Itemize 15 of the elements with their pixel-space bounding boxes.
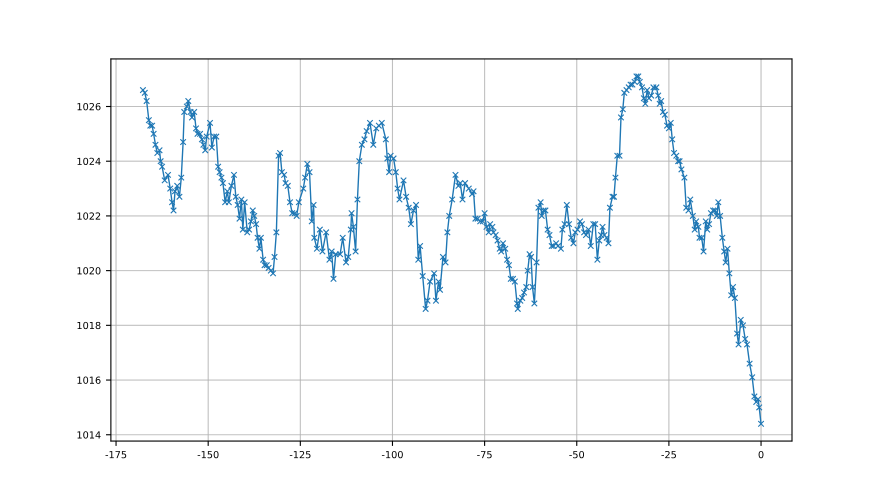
- x-tick-label: -75: [477, 451, 492, 458]
- x-tick-label: -50: [569, 450, 584, 458]
- x-tick-label: -150: [198, 450, 219, 458]
- y-tick-label: 1014: [77, 431, 101, 439]
- x-tick-label: -125: [290, 450, 311, 458]
- y-tick-label: 1020: [77, 267, 101, 274]
- y-tick-label: 1022: [77, 212, 100, 220]
- y-tick-label: 1024: [77, 158, 101, 166]
- y-tick-label: 1018: [77, 322, 100, 330]
- x-tick-label: -25: [661, 450, 676, 458]
- x-tick-label: 0: [758, 450, 764, 458]
- x-tick-label: -175: [105, 451, 126, 458]
- y-tick-label: 1026: [77, 102, 101, 110]
- x-tick-label: -100: [382, 450, 403, 458]
- y-tick-label: 1016: [77, 376, 101, 384]
